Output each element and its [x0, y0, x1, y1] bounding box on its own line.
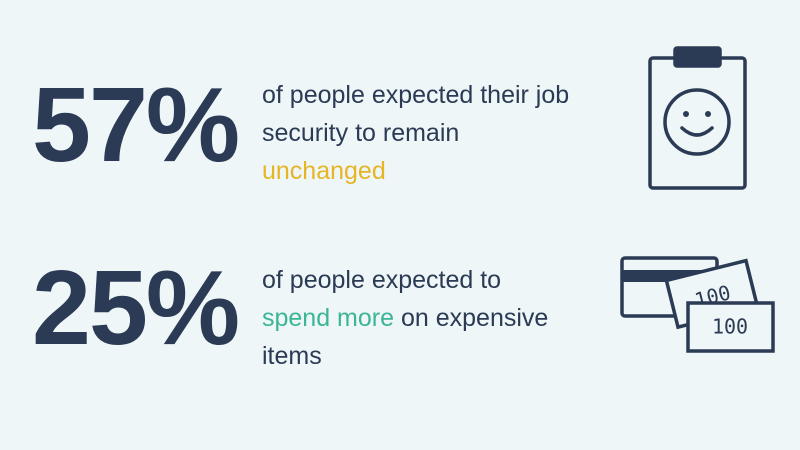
stat-value: 25%	[32, 249, 240, 367]
bill-label: 100	[712, 315, 748, 339]
text: security to remain	[262, 119, 460, 147]
text: of people expected their job	[262, 81, 570, 109]
highlight: spend more	[262, 304, 395, 332]
stat-value: 57%	[32, 66, 240, 184]
highlight: unchanged	[262, 157, 386, 185]
text: items	[262, 342, 322, 370]
money-icon: 100 100	[620, 256, 775, 353]
stat-description: of people expected their job security to…	[262, 76, 569, 190]
text: on expensive	[400, 304, 549, 332]
stat-description: of people expected to spend more on expe…	[262, 261, 548, 375]
clipboard-icon	[648, 46, 747, 190]
text: of people expected to	[262, 266, 502, 294]
